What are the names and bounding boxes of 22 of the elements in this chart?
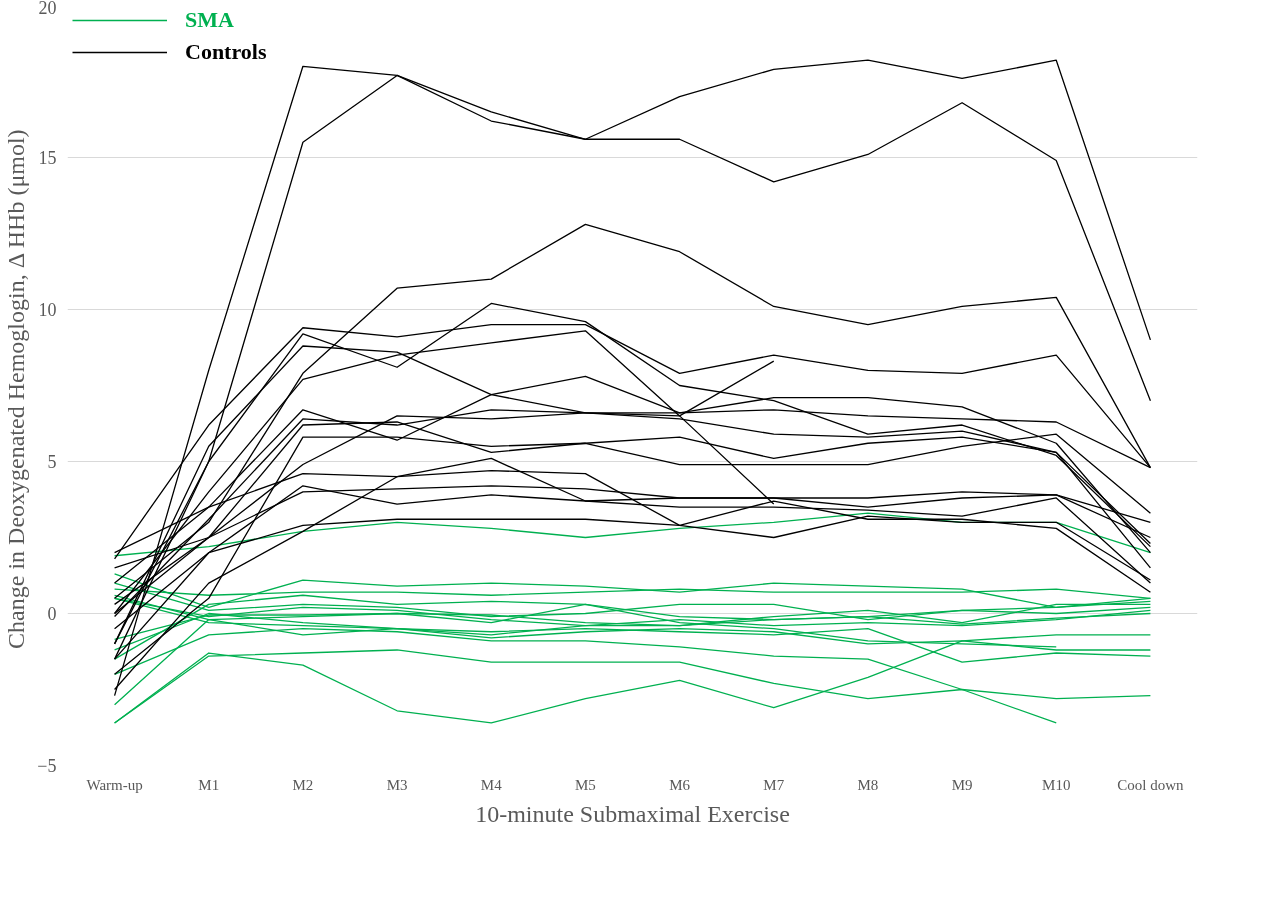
x-tick-label: M7 — [763, 776, 785, 793]
y-tick-label: 10 — [38, 300, 57, 320]
x-axis-title: 10-minute Submaximal Exercise — [475, 800, 790, 827]
legend-label: SMA — [185, 7, 234, 33]
x-tick-label: M9 — [951, 776, 973, 793]
y-tick-label: 20 — [38, 0, 57, 18]
x-tick-label: M4 — [480, 776, 503, 793]
x-tick-label: M2 — [292, 776, 314, 793]
y-tick-label: −5 — [37, 756, 57, 776]
y-axis-title: Change in Deoxygenated Hemoglogin, Δ HHb (μmol) — [3, 129, 30, 649]
x-tick-label: M5 — [575, 776, 596, 793]
x-tick-label: M10 — [1042, 776, 1071, 793]
x-tick-label: M1 — [198, 776, 220, 793]
x-tick-label: M6 — [669, 776, 691, 793]
x-tick-label: Cool down — [1117, 776, 1185, 793]
y-tick-label: 0 — [47, 604, 57, 624]
y-tick-label: 5 — [47, 452, 57, 472]
x-tick-label: M3 — [386, 776, 408, 793]
y-tick-label: 15 — [38, 148, 57, 168]
x-tick-label: M8 — [857, 776, 879, 793]
legend-label: Controls — [185, 39, 267, 65]
x-tick-label: Warm-up — [86, 776, 143, 793]
